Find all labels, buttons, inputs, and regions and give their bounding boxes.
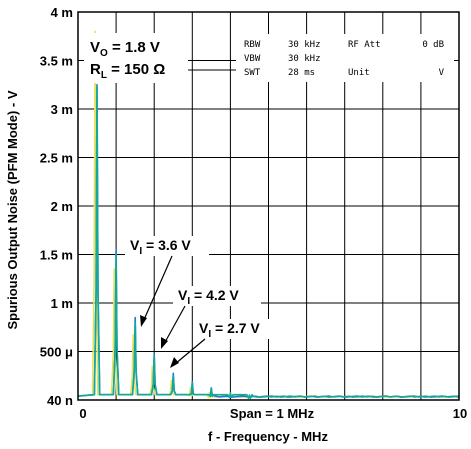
series-label-bg-42 xyxy=(173,286,261,306)
series-label-27: VI = 2.7 V xyxy=(199,320,260,340)
series-arrow-27 xyxy=(174,338,206,365)
instrument-cell-0-1: 30 kHz xyxy=(288,40,321,50)
series-label-bg-36 xyxy=(125,236,209,256)
series-arrowhead-42 xyxy=(161,337,168,349)
y-tick-label-4: 2 m xyxy=(51,199,73,214)
y-tick-label-1: 500 μ xyxy=(40,345,73,360)
series-arrow-42 xyxy=(163,305,186,345)
instrument-cell-2-2: Unit xyxy=(348,68,370,78)
instrument-cell-2-1: 28 ms xyxy=(288,68,315,78)
y-tick-label-3: 1.5 m xyxy=(40,248,73,263)
trace-0 xyxy=(77,86,460,400)
y-axis-title: Spurious Output Noise (PFM Mode) - V xyxy=(5,90,20,329)
instrument-panel-bg xyxy=(236,34,454,82)
condition-rl: RL = 150 Ω xyxy=(90,61,165,81)
x-axis-title: f - Frequency - MHz xyxy=(208,429,328,444)
y-tick-label-7: 3.5 m xyxy=(40,54,73,69)
instrument-cell-1-1: 30 kHz xyxy=(288,54,321,64)
series-arrowhead-36 xyxy=(140,315,147,327)
plot-frame xyxy=(77,11,460,401)
x-tick-label-0: 0 xyxy=(79,406,86,421)
instrument-cell-0-0: RBW xyxy=(244,40,261,50)
y-tick-label-6: 3 m xyxy=(51,102,73,117)
span-label: Span = 1 MHz xyxy=(230,406,315,421)
x-tick-label-10: 10 xyxy=(453,406,467,421)
condition-vo: VO = 1.8 V xyxy=(90,39,160,59)
series-label-36: VI = 3.6 V xyxy=(130,237,191,257)
y-tick-label-2: 1 m xyxy=(51,296,73,311)
instrument-cell-0-3: 0 dB xyxy=(422,40,444,50)
series-arrowhead-27 xyxy=(170,357,179,368)
y-tick-labels: 40 n 500 μ 1 m 1.5 m 2 m 2.5 m 3 m 3.5 m 4 m xyxy=(40,5,73,408)
y-tick-label-5: 2.5 m xyxy=(40,151,73,166)
conditions-box xyxy=(84,33,188,83)
y-tick-label-8: 4 m xyxy=(51,5,73,20)
y-tick-label-0: 40 n xyxy=(47,393,73,408)
spectrum-traces xyxy=(77,30,460,400)
instrument-settings: RBW 30 kHz RF Att 0 dB VBW 30 kHz SWT 28 ms Unit… xyxy=(236,34,454,82)
series-label-bg-27 xyxy=(194,319,278,339)
instrument-cell-1-0: VBW xyxy=(244,54,261,64)
instrument-cell-2-3: V xyxy=(439,68,445,78)
series-label-42: VI = 4.2 V xyxy=(178,287,239,307)
instrument-cell-0-2: RF Att xyxy=(348,40,381,50)
instrument-cell-2-0: SWT xyxy=(244,68,261,78)
series-arrow-36 xyxy=(142,255,173,323)
